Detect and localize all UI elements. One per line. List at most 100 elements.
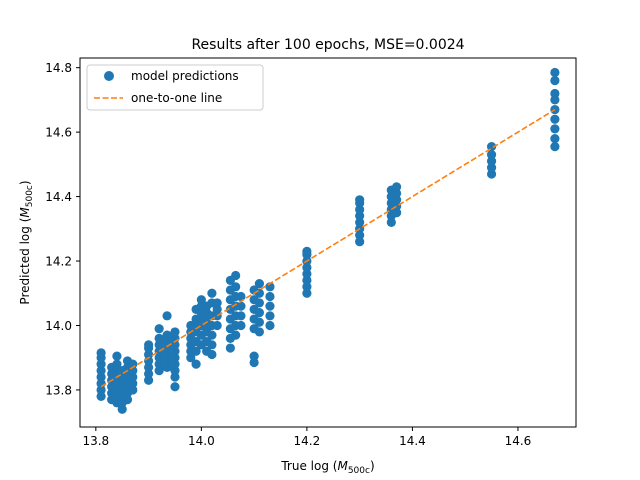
scatter-point [236,291,246,302]
scatter-point [265,311,275,321]
y-tick-label: 14.8 [45,61,72,75]
scatter-point [392,182,402,192]
scatter-point [550,88,560,99]
scatter-point [392,195,402,205]
scatter-point [212,320,222,331]
scatter-point [386,217,396,227]
scatter-point [154,353,164,363]
scatter-point [550,114,560,124]
scatter-point [191,346,201,356]
chart-title: Results after 100 epochs, MSE=0.0024 [191,37,464,53]
y-axis-title-paren-close: ) [18,180,32,185]
scatter-point [249,357,259,368]
scatter-point [302,275,312,285]
y-tick-label: 14.2 [45,255,72,269]
scatter-point [231,270,241,281]
scatter-point [265,320,275,331]
scatter-point [550,133,560,144]
scatter-point [265,291,275,302]
scatter-point [355,237,365,247]
scatter-point [207,349,217,360]
scatter-point [550,142,560,152]
y-axis-title: Predicted log (M500c) [18,180,35,304]
scatter-point [96,359,106,369]
scatter-point [355,204,365,215]
scatter-point [225,343,235,353]
scatter-point [236,301,246,311]
scatter-point [117,404,127,414]
scatter-point [196,295,206,305]
y-axis-title-text: Predicted log [18,226,32,304]
legend-label-model-predictions: model predictions [131,69,239,83]
y-axis-ticks: 13.8 14.0 14.2 14.4 14.6 14.8 [45,61,80,397]
scatter-point [96,391,106,401]
scatter-point [254,317,264,327]
one-to-one-layer [100,108,556,388]
y-tick-label: 13.8 [45,383,72,397]
scatter-point [128,385,138,395]
y-tick-label: 14.4 [45,190,72,204]
y-axis-title-paren-open: ( [18,218,32,223]
scatter-point [170,359,180,369]
axes-frame [79,57,577,428]
scatter-point [392,188,402,198]
scatter-point [96,348,106,358]
scatter-point [170,366,180,376]
scatter-point [162,337,172,347]
scatter-point [162,349,172,360]
x-axis-title-paren-close: ) [370,459,375,473]
scatter-point [207,330,217,340]
x-tick-label: 14.4 [399,434,426,448]
scatter-point [144,362,154,372]
scatter-point [212,298,222,308]
scatter-point [207,340,217,350]
scatter-point [550,75,560,86]
scatter-point [392,208,402,218]
scatter-point [486,162,497,173]
scatter-point [550,67,560,78]
scatter-point [128,372,138,382]
scatter-point [236,320,246,331]
plot-area [79,57,577,428]
legend-label-one-to-one-line: one-to-one line [131,91,222,105]
scatter-point [170,353,180,363]
scatter-point [154,333,164,343]
scatter-point [144,369,154,379]
scatter-point [96,372,106,382]
scatter-point [154,340,164,350]
scatter-point [355,230,365,240]
scatter-point [231,330,241,340]
scatter-point [254,307,264,318]
scatter-point [355,211,365,221]
x-axis-ticks: 13.8 14.0 14.2 14.4 14.6 [82,427,531,448]
scatter-point [550,95,560,105]
scatter-point [162,356,172,366]
scatter-point [550,124,560,134]
scatter-point [265,282,275,292]
scatter-point [112,351,122,361]
scatter-point [170,340,180,350]
scatter-point [162,362,172,372]
scatter-point [231,282,241,292]
y-tick-label: 14.0 [45,319,72,333]
scatter-point [236,311,246,321]
x-axis-title-paren-open: ( [333,459,338,473]
x-tick-label: 13.8 [82,434,109,448]
scatter-point [486,169,497,179]
scatter-point [112,359,122,369]
scatter-point [154,359,164,369]
x-tick-label: 14.0 [188,434,215,448]
scatter-point [302,246,312,256]
axes-background [80,58,576,427]
scatter-point [207,288,217,298]
scatter-point [249,351,259,361]
scatter-point [170,372,180,382]
scatter-point [254,298,264,308]
scatter-point [302,269,312,279]
scatter-point [265,301,275,311]
x-axis-title: True log (M500c) [280,459,374,476]
scatter-point [302,282,312,292]
scatter-point [302,262,312,273]
scatter-point [302,288,312,298]
